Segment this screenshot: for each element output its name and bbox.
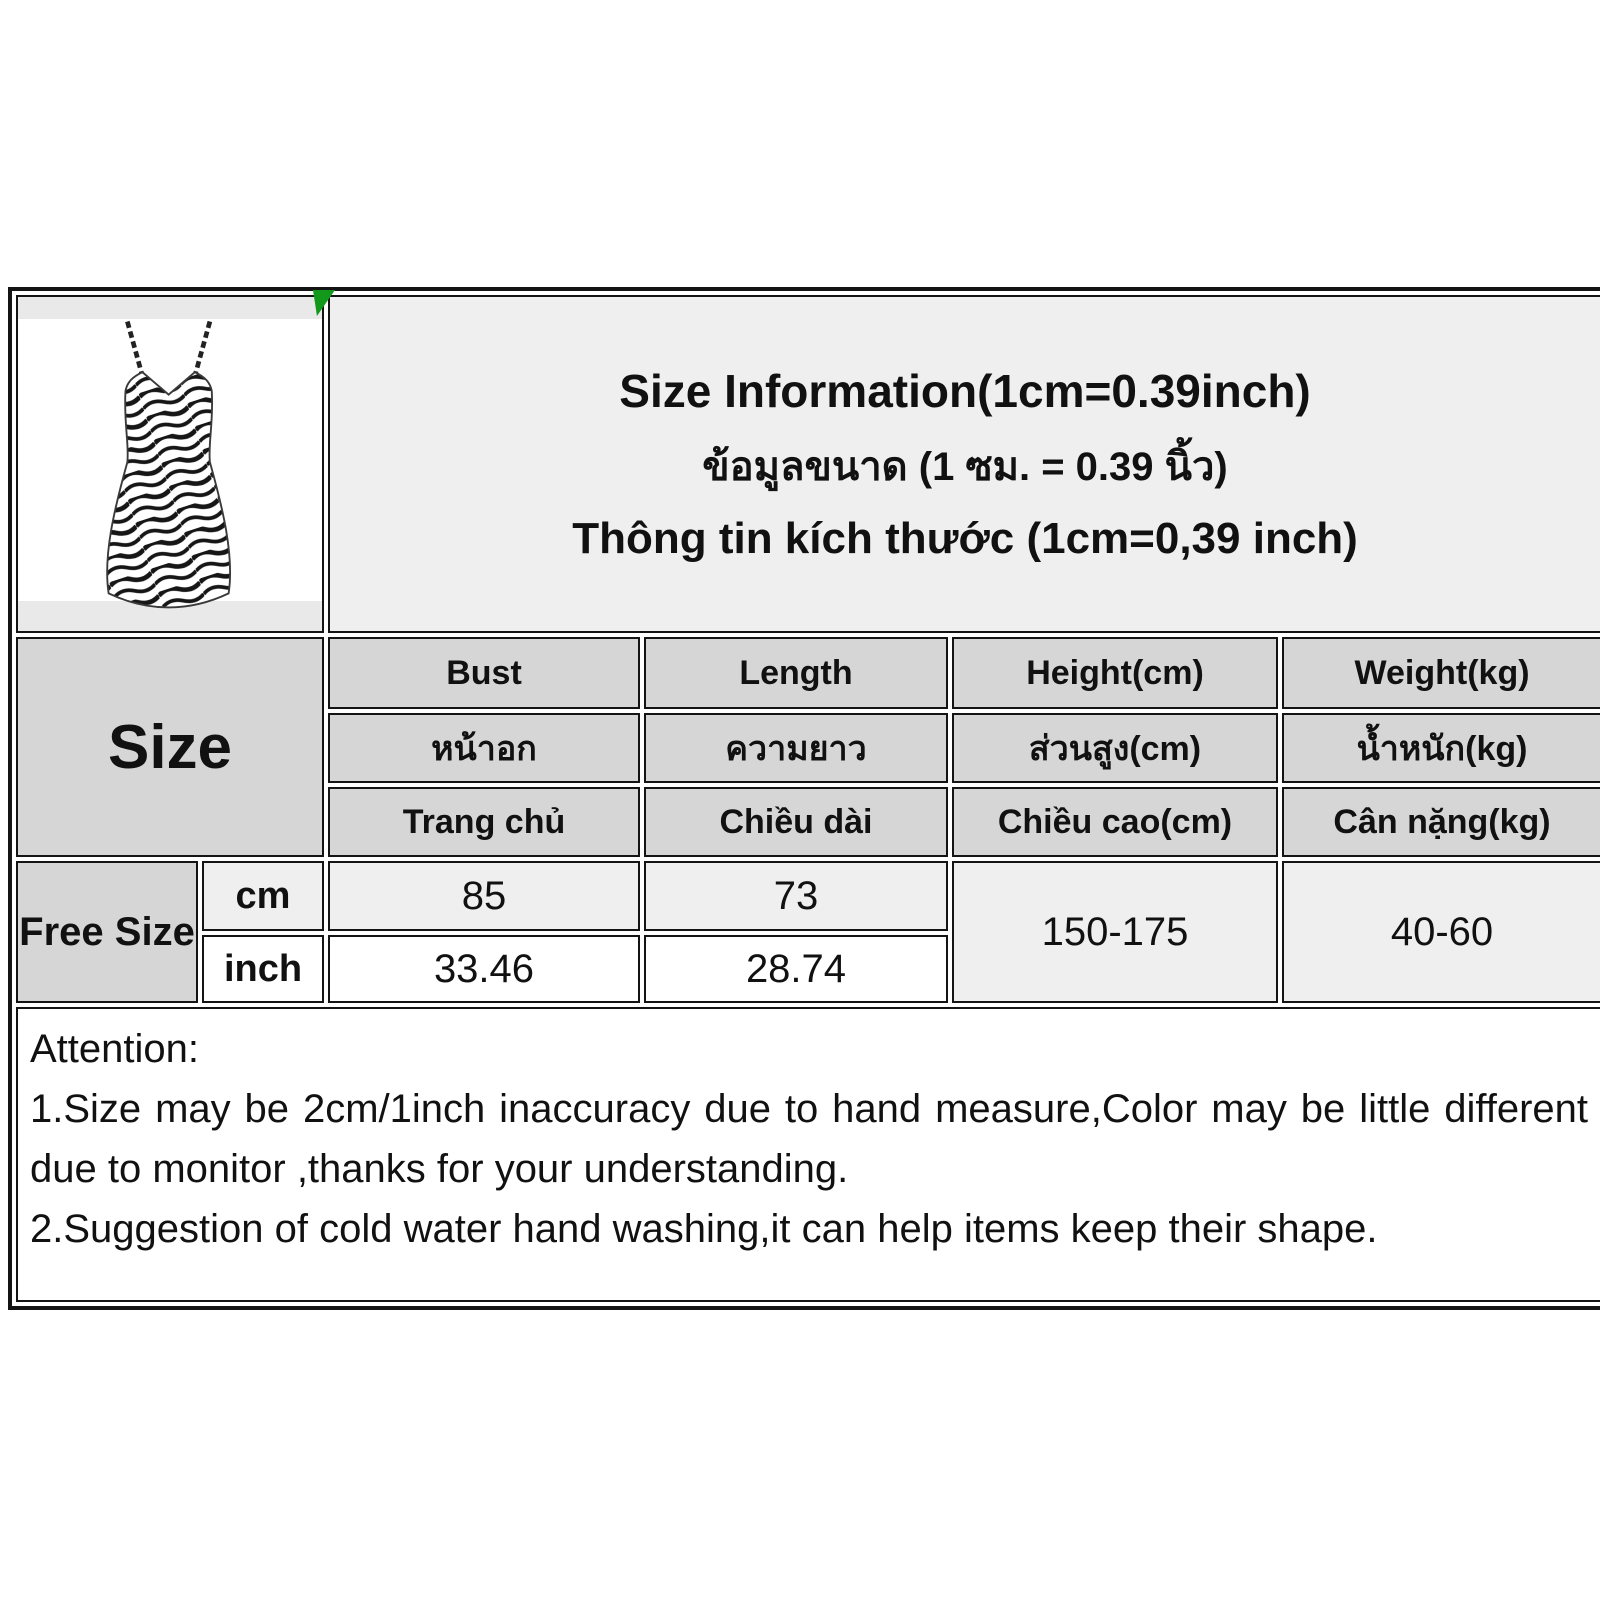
header-bust-vi: Trang chủ [328,787,640,857]
title-english: Size Information(1cm=0.39inch) [619,365,1311,417]
header-weight-vi: Cân nặng(kg) [1282,787,1600,857]
header-length-vi: Chiều dài [644,787,948,857]
size-label-cell: Size [16,637,324,857]
header-height-th: ส่วนสูง(cm) [952,713,1278,783]
product-image-zebra-dress [18,297,322,631]
size-chart-table: Size Information(1cm=0.39inch) ข้อมูลขนา… [8,287,1600,1310]
size-information-title-cell: Size Information(1cm=0.39inch) ข้อมูลขนา… [328,295,1600,633]
attention-note-2: 2.Suggestion of cold water hand washing,… [30,1207,1378,1251]
unit-inch-cell: inch [202,935,324,1003]
header-length-th: ความยาว [644,713,948,783]
title-vietnamese: Thông tin kích thước (1cm=0,39 inch) [572,514,1358,563]
bust-cm-value: 85 [328,861,640,931]
header-height-vi: Chiều cao(cm) [952,787,1278,857]
weight-range-value: 40-60 [1282,861,1600,1003]
attention-note-1: 1.Size may be 2cm/1inch inaccuracy due t… [30,1087,1589,1191]
header-height-en: Height(cm) [952,637,1278,709]
zebra-dress-icon [105,320,231,609]
bust-inch-value: 33.46 [328,935,640,1003]
product-image-cell [16,295,324,633]
length-inch-value: 28.74 [644,935,948,1003]
header-bust-en: Bust [328,637,640,709]
header-length-en: Length [644,637,948,709]
header-weight-en: Weight(kg) [1282,637,1600,709]
title-thai: ข้อมูลขนาด (1 ซม. = 0.39 นิ้ว) [702,445,1228,489]
attention-heading: Attention: [30,1027,200,1071]
length-cm-value: 73 [644,861,948,931]
header-weight-th: น้ำหนัก(kg) [1282,713,1600,783]
header-bust-th: หน้าอก [328,713,640,783]
attention-notes-cell: Attention: 1.Size may be 2cm/1inch inacc… [16,1007,1600,1302]
free-size-label-cell: Free Size [16,861,198,1003]
height-range-value: 150-175 [952,861,1278,1003]
unit-cm-cell: cm [202,861,324,931]
